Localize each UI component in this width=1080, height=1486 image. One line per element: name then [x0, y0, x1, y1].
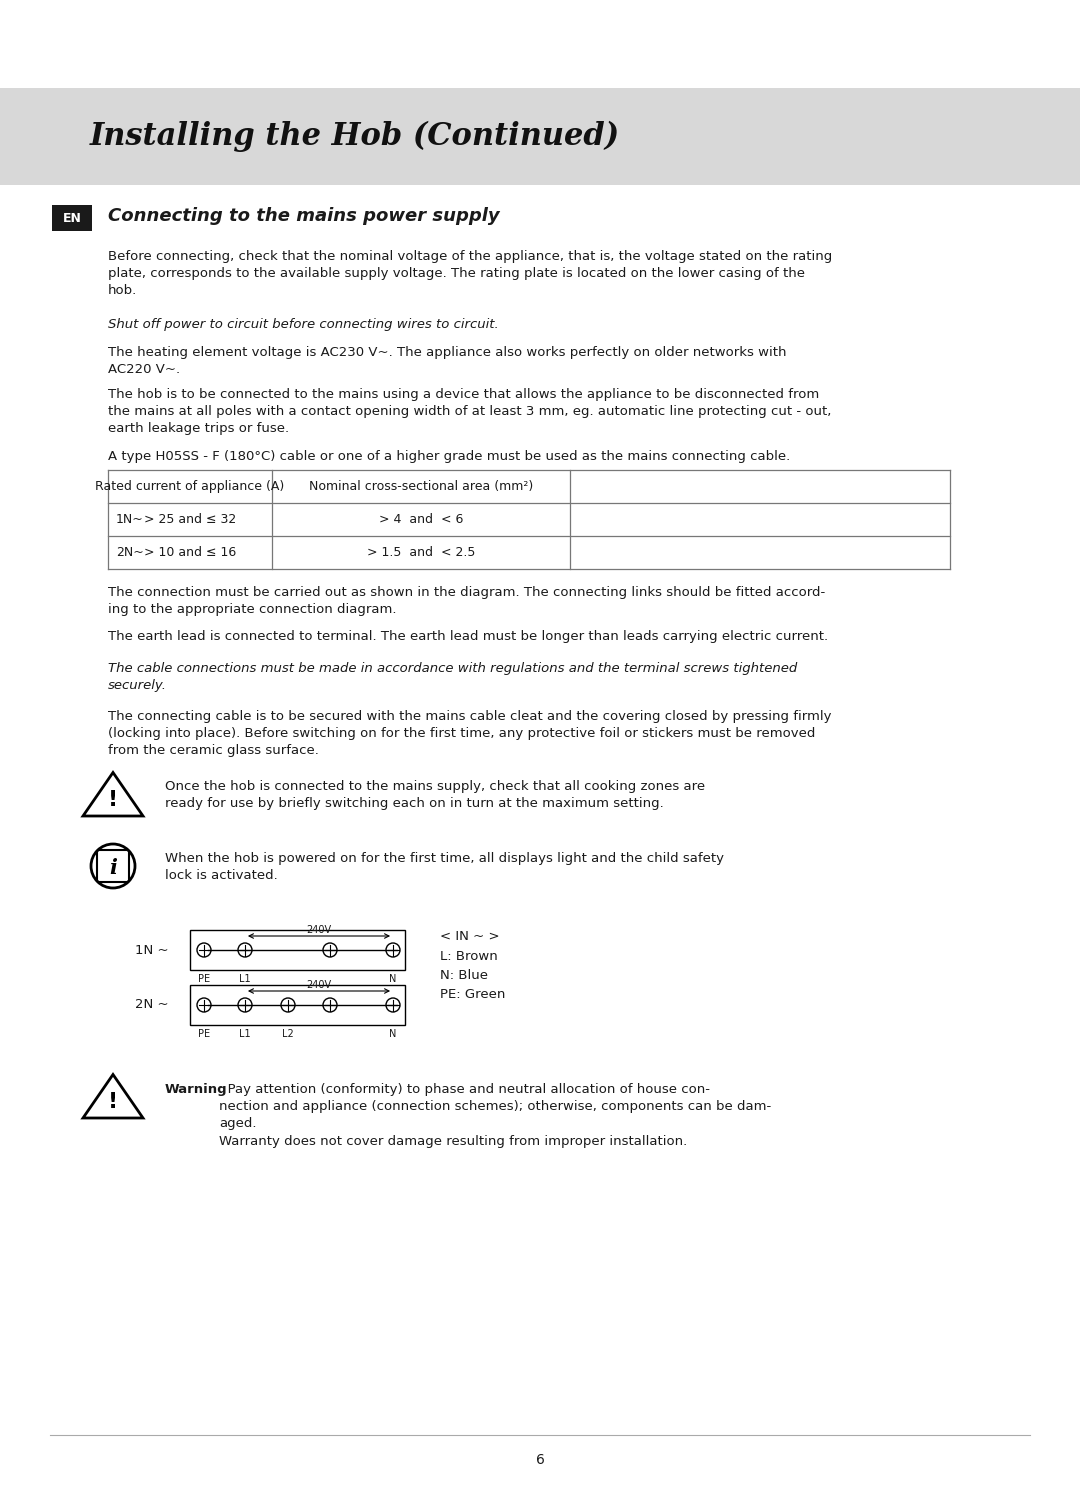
Text: The heating element voltage is AC230 V~. The appliance also works perfectly on o: The heating element voltage is AC230 V~.…	[108, 346, 786, 376]
Text: The earth lead is connected to terminal. The earth lead must be longer than lead: The earth lead is connected to terminal.…	[108, 630, 828, 643]
Text: PE: PE	[198, 1028, 211, 1039]
Text: 1N~: 1N~	[116, 513, 144, 526]
Text: PE: PE	[198, 973, 211, 984]
Text: < IN ~ >
L: Brown
N: Blue
PE: Green: < IN ~ > L: Brown N: Blue PE: Green	[440, 930, 505, 1002]
Text: 240V: 240V	[307, 979, 332, 990]
Text: i: i	[109, 857, 117, 878]
Text: L2: L2	[282, 1028, 294, 1039]
Text: > 25 and ≤ 32: > 25 and ≤ 32	[144, 513, 237, 526]
Text: Warning: Warning	[165, 1083, 228, 1097]
Text: 240V: 240V	[307, 924, 332, 935]
Text: : Pay attention (conformity) to phase and neutral allocation of house con-
necti: : Pay attention (conformity) to phase an…	[219, 1083, 771, 1147]
Text: Installing the Hob (Continued): Installing the Hob (Continued)	[90, 120, 620, 152]
Text: > 1.5  and  < 2.5: > 1.5 and < 2.5	[367, 545, 475, 559]
Text: 6: 6	[536, 1453, 544, 1467]
Text: > 10 and ≤ 16: > 10 and ≤ 16	[144, 545, 237, 559]
FancyBboxPatch shape	[190, 930, 405, 970]
FancyBboxPatch shape	[0, 88, 1080, 184]
Text: !: !	[108, 1092, 118, 1112]
Text: N: N	[389, 973, 396, 984]
Text: The connecting cable is to be secured with the mains cable cleat and the coverin: The connecting cable is to be secured wi…	[108, 710, 832, 758]
Text: Once the hob is connected to the mains supply, check that all cooking zones are
: Once the hob is connected to the mains s…	[165, 780, 705, 810]
Text: The cable connections must be made in accordance with regulations and the termin: The cable connections must be made in ac…	[108, 661, 797, 692]
FancyBboxPatch shape	[52, 205, 92, 230]
Text: Shut off power to circuit before connecting wires to circuit.: Shut off power to circuit before connect…	[108, 318, 499, 331]
Text: Connecting to the mains power supply: Connecting to the mains power supply	[108, 207, 500, 224]
Text: > 4  and  < 6: > 4 and < 6	[379, 513, 463, 526]
Text: !: !	[108, 789, 118, 810]
Text: Rated current of appliance (A): Rated current of appliance (A)	[95, 480, 285, 493]
Text: L1: L1	[239, 973, 251, 984]
Text: 2N~: 2N~	[116, 545, 144, 559]
Text: The hob is to be connected to the mains using a device that allows the appliance: The hob is to be connected to the mains …	[108, 388, 832, 435]
Text: 2N ~: 2N ~	[135, 999, 168, 1012]
Text: A type H05SS - F (180°C) cable or one of a higher grade must be used as the main: A type H05SS - F (180°C) cable or one of…	[108, 450, 791, 464]
Text: Nominal cross-sectional area (mm²): Nominal cross-sectional area (mm²)	[309, 480, 534, 493]
Text: 1N ~: 1N ~	[135, 944, 168, 957]
Text: Before connecting, check that the nominal voltage of the appliance, that is, the: Before connecting, check that the nomina…	[108, 250, 833, 297]
Text: L1: L1	[239, 1028, 251, 1039]
Text: The connection must be carried out as shown in the diagram. The connecting links: The connection must be carried out as sh…	[108, 585, 825, 617]
FancyBboxPatch shape	[190, 985, 405, 1025]
Text: EN: EN	[63, 211, 81, 224]
Text: When the hob is powered on for the first time, all displays light and the child : When the hob is powered on for the first…	[165, 851, 724, 883]
Text: N: N	[389, 1028, 396, 1039]
